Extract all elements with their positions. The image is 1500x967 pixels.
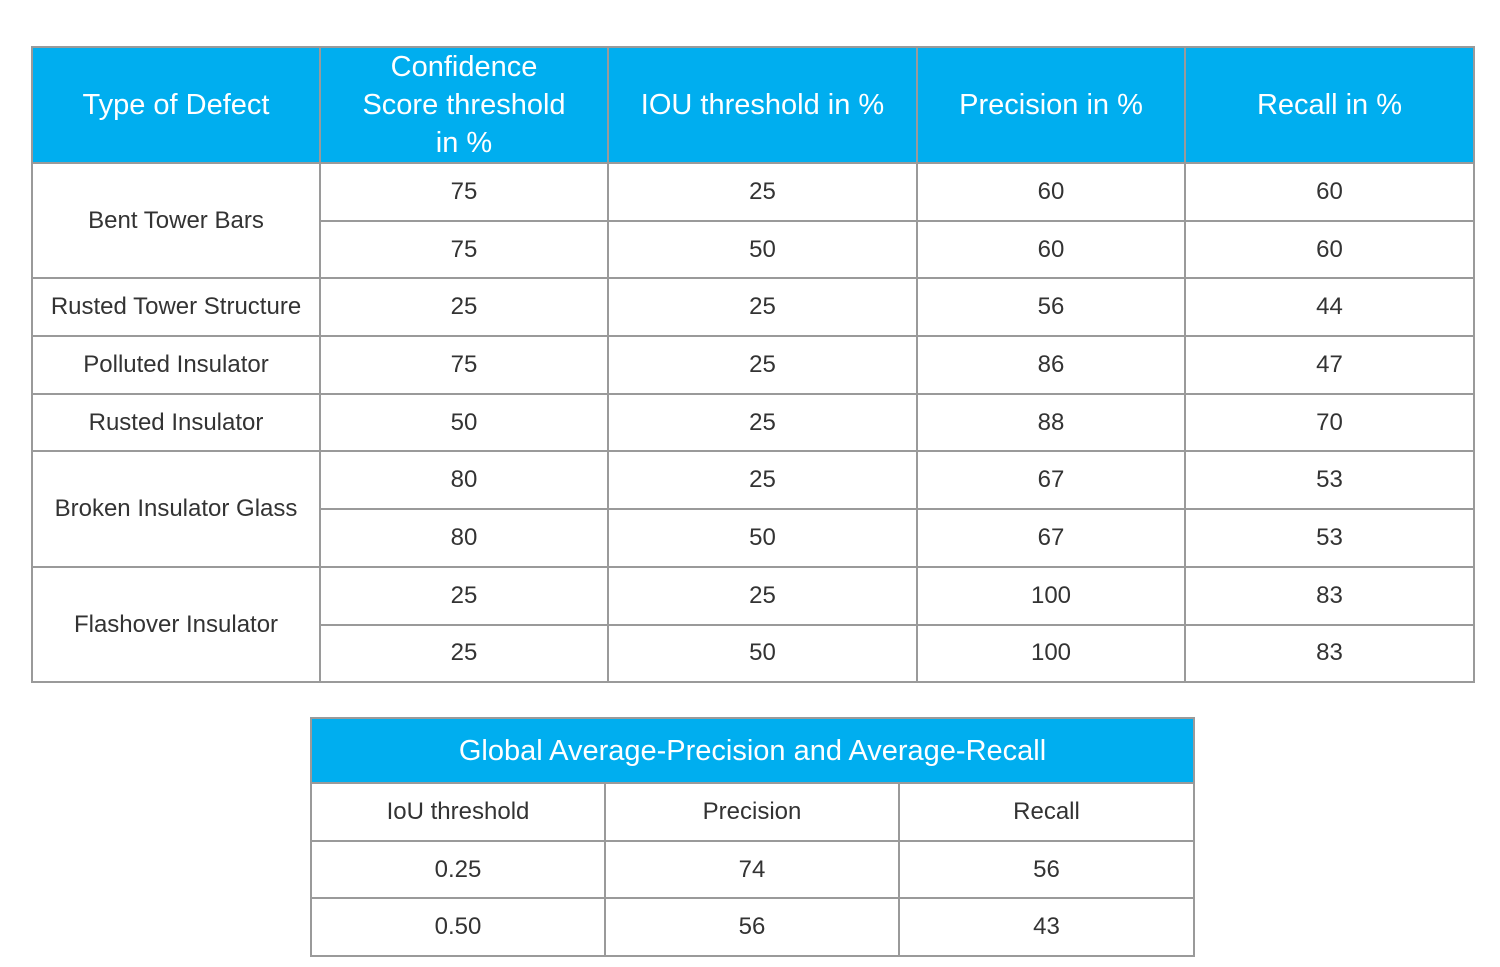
header-recall: Recall in %: [1184, 46, 1475, 164]
global-average-table: Global Average-Precision and Average-Rec…: [309, 717, 1196, 958]
recall-cell: 60: [1184, 219, 1475, 280]
iou-cell: 25: [607, 277, 918, 338]
table-row: Flashover Insulator 25 25 100 83: [31, 565, 1475, 684]
precision-cell: 100: [916, 565, 1186, 626]
defect-name-cell: Polluted Insulator: [31, 335, 321, 395]
iou-cell: 25: [607, 162, 918, 222]
confidence-cell: 25: [319, 565, 609, 626]
defect-name-cell: Broken Insulator Glass: [31, 450, 321, 568]
defect-performance-table: Type of Defect Confidence Score threshol…: [31, 46, 1475, 684]
precision-cell: 67: [916, 508, 1186, 568]
header-type-of-defect: Type of Defect: [31, 46, 321, 164]
defect-name-cell: Rusted Insulator: [31, 392, 321, 453]
average-table-header-row: IoU threshold Precision Recall: [310, 782, 1196, 842]
confidence-cell: 25: [319, 623, 609, 684]
iou-cell: 25: [607, 565, 918, 626]
iou-cell: 50: [607, 508, 918, 568]
recall-cell: 53: [1184, 508, 1475, 568]
header-iou-threshold: IOU threshold in %: [607, 46, 918, 164]
table-row: 0.50 56 43: [310, 897, 1196, 958]
precision-cell: 60: [916, 219, 1186, 280]
precision-cell: 60: [916, 162, 1186, 222]
iou-cell: 25: [607, 392, 918, 453]
iou-cell: 25: [607, 335, 918, 395]
iou-cell: 50: [607, 219, 918, 280]
table-row: 80 50 67 53: [32, 508, 1475, 568]
precision-cell: 56: [604, 897, 900, 958]
table-row: Rusted Insulator 50 25 88 70: [31, 392, 1475, 453]
defect-table-header-row: Type of Defect Confidence Score threshol…: [31, 46, 1475, 164]
precision-cell: 67: [916, 450, 1186, 511]
confidence-cell: 80: [319, 508, 609, 568]
header-confidence-threshold: Confidence Score threshold in %: [319, 46, 609, 164]
average-table-title-row: Global Average-Precision and Average-Rec…: [309, 717, 1196, 784]
table-row: 25 50 100 83: [32, 623, 1475, 684]
recall-cell: 47: [1184, 335, 1475, 395]
confidence-cell: 75: [319, 162, 609, 222]
table-row: Rusted Tower Structure 25 25 56 44: [31, 277, 1475, 338]
recall-cell: 83: [1184, 623, 1475, 684]
table-row: Bent Tower Bars 75 25 60 60: [31, 161, 1475, 280]
confidence-cell: 75: [319, 335, 609, 395]
table-row: 75 50 60 60: [32, 219, 1475, 280]
table-row: 0.25 74 56: [310, 839, 1196, 900]
header-iou-threshold: IoU threshold: [310, 782, 606, 842]
precision-cell: 74: [604, 839, 900, 900]
confidence-cell: 25: [319, 277, 609, 338]
header-precision: Precision in %: [916, 46, 1186, 164]
confidence-cell: 50: [319, 392, 609, 453]
iou-cell: 0.25: [310, 839, 606, 900]
average-table-title: Global Average-Precision and Average-Rec…: [309, 717, 1196, 784]
precision-cell: 56: [916, 277, 1186, 338]
recall-cell: 44: [1184, 277, 1475, 338]
recall-cell: 56: [897, 839, 1196, 900]
iou-cell: 0.50: [310, 897, 606, 958]
iou-cell: 25: [607, 450, 918, 511]
recall-cell: 53: [1184, 450, 1475, 511]
confidence-cell: 75: [319, 219, 609, 280]
recall-cell: 83: [1184, 565, 1475, 626]
confidence-cell: 80: [319, 450, 609, 511]
defect-name-cell: Flashover Insulator: [31, 565, 321, 684]
iou-cell: 50: [607, 623, 918, 684]
recall-cell: 70: [1184, 392, 1475, 453]
precision-cell: 86: [916, 335, 1186, 395]
recall-cell: 43: [897, 897, 1196, 958]
table-row: Broken Insulator Glass 80 25 67 53: [31, 450, 1475, 568]
defect-name-cell: Bent Tower Bars: [31, 161, 321, 280]
header-recall: Recall: [897, 782, 1196, 842]
recall-cell: 60: [1184, 162, 1475, 222]
defect-name-cell: Rusted Tower Structure: [31, 277, 321, 338]
header-precision: Precision: [604, 782, 900, 842]
precision-cell: 100: [916, 623, 1186, 684]
precision-cell: 88: [916, 392, 1186, 453]
table-row: Polluted Insulator 75 25 86 47: [31, 335, 1475, 395]
